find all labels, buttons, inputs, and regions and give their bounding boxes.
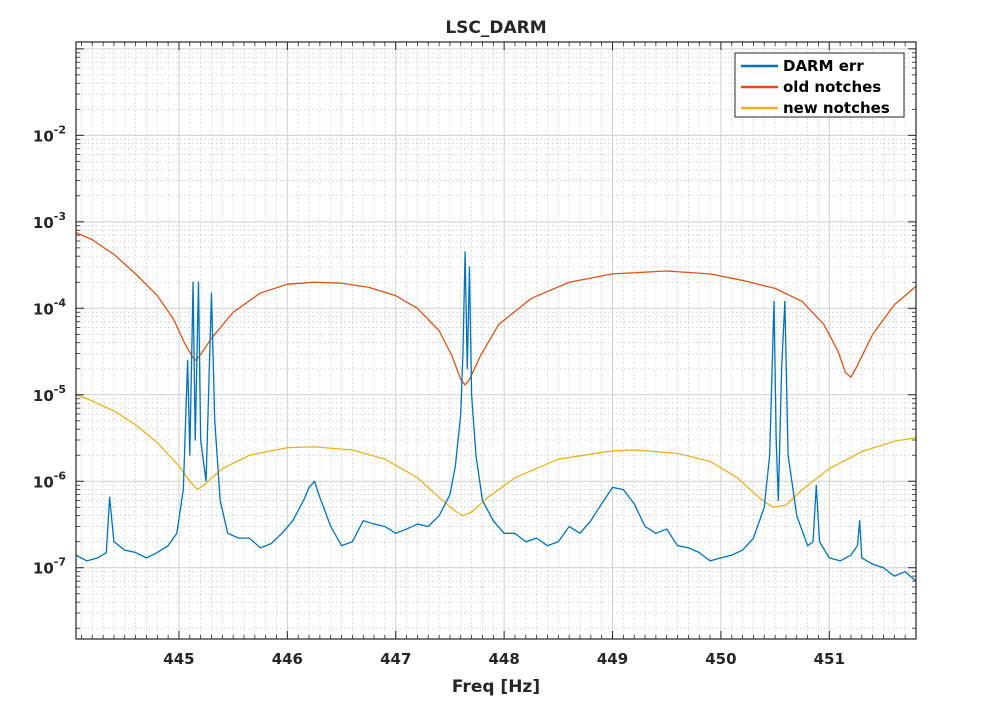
series-line-old-notches: [76, 232, 916, 386]
legend-label-new-notches: new notches: [783, 99, 890, 117]
chart-title: LSC_DARM: [445, 18, 546, 38]
y-tick-label: 10-2: [33, 123, 66, 145]
series-line-new-notches: [76, 394, 916, 517]
legend-box: [734, 52, 905, 118]
x-tick-label: 446: [272, 650, 303, 668]
major-grid: [76, 42, 916, 639]
x-tick-label: 450: [705, 650, 736, 668]
y-tick-labels: 10-7 10-6 10-5 10-4 10-3 10-2: [33, 123, 66, 577]
y-tick-label: 10-5: [33, 383, 66, 405]
y-tick-label: 10-4: [33, 296, 66, 318]
y-tick-label: 10-6: [33, 469, 66, 491]
series-layer: [76, 232, 916, 582]
x-tick-label: 449: [597, 650, 628, 668]
x-tick-label: 445: [163, 650, 194, 668]
y-tick-label: 10-7: [33, 556, 66, 578]
x-axis-label: Freq [Hz]: [452, 677, 540, 697]
x-tick-label: 451: [814, 650, 845, 668]
legend-label-old-notches: old notches: [783, 78, 881, 96]
legend: DARM err old notches new notches: [734, 52, 905, 118]
x-tick-label: 447: [380, 650, 411, 668]
plot-frame: [75, 41, 917, 640]
tick-marks: [76, 42, 917, 639]
series-line-darm-err: [76, 251, 916, 582]
plot-area: [76, 42, 916, 639]
legend-label-darm-err: DARM err: [783, 57, 864, 75]
x-tick-labels: 445 446 447 448 449 450 451: [163, 650, 845, 668]
minor-grid: [76, 42, 917, 639]
x-tick-label: 448: [488, 650, 519, 668]
y-tick-label: 10-3: [33, 210, 66, 232]
